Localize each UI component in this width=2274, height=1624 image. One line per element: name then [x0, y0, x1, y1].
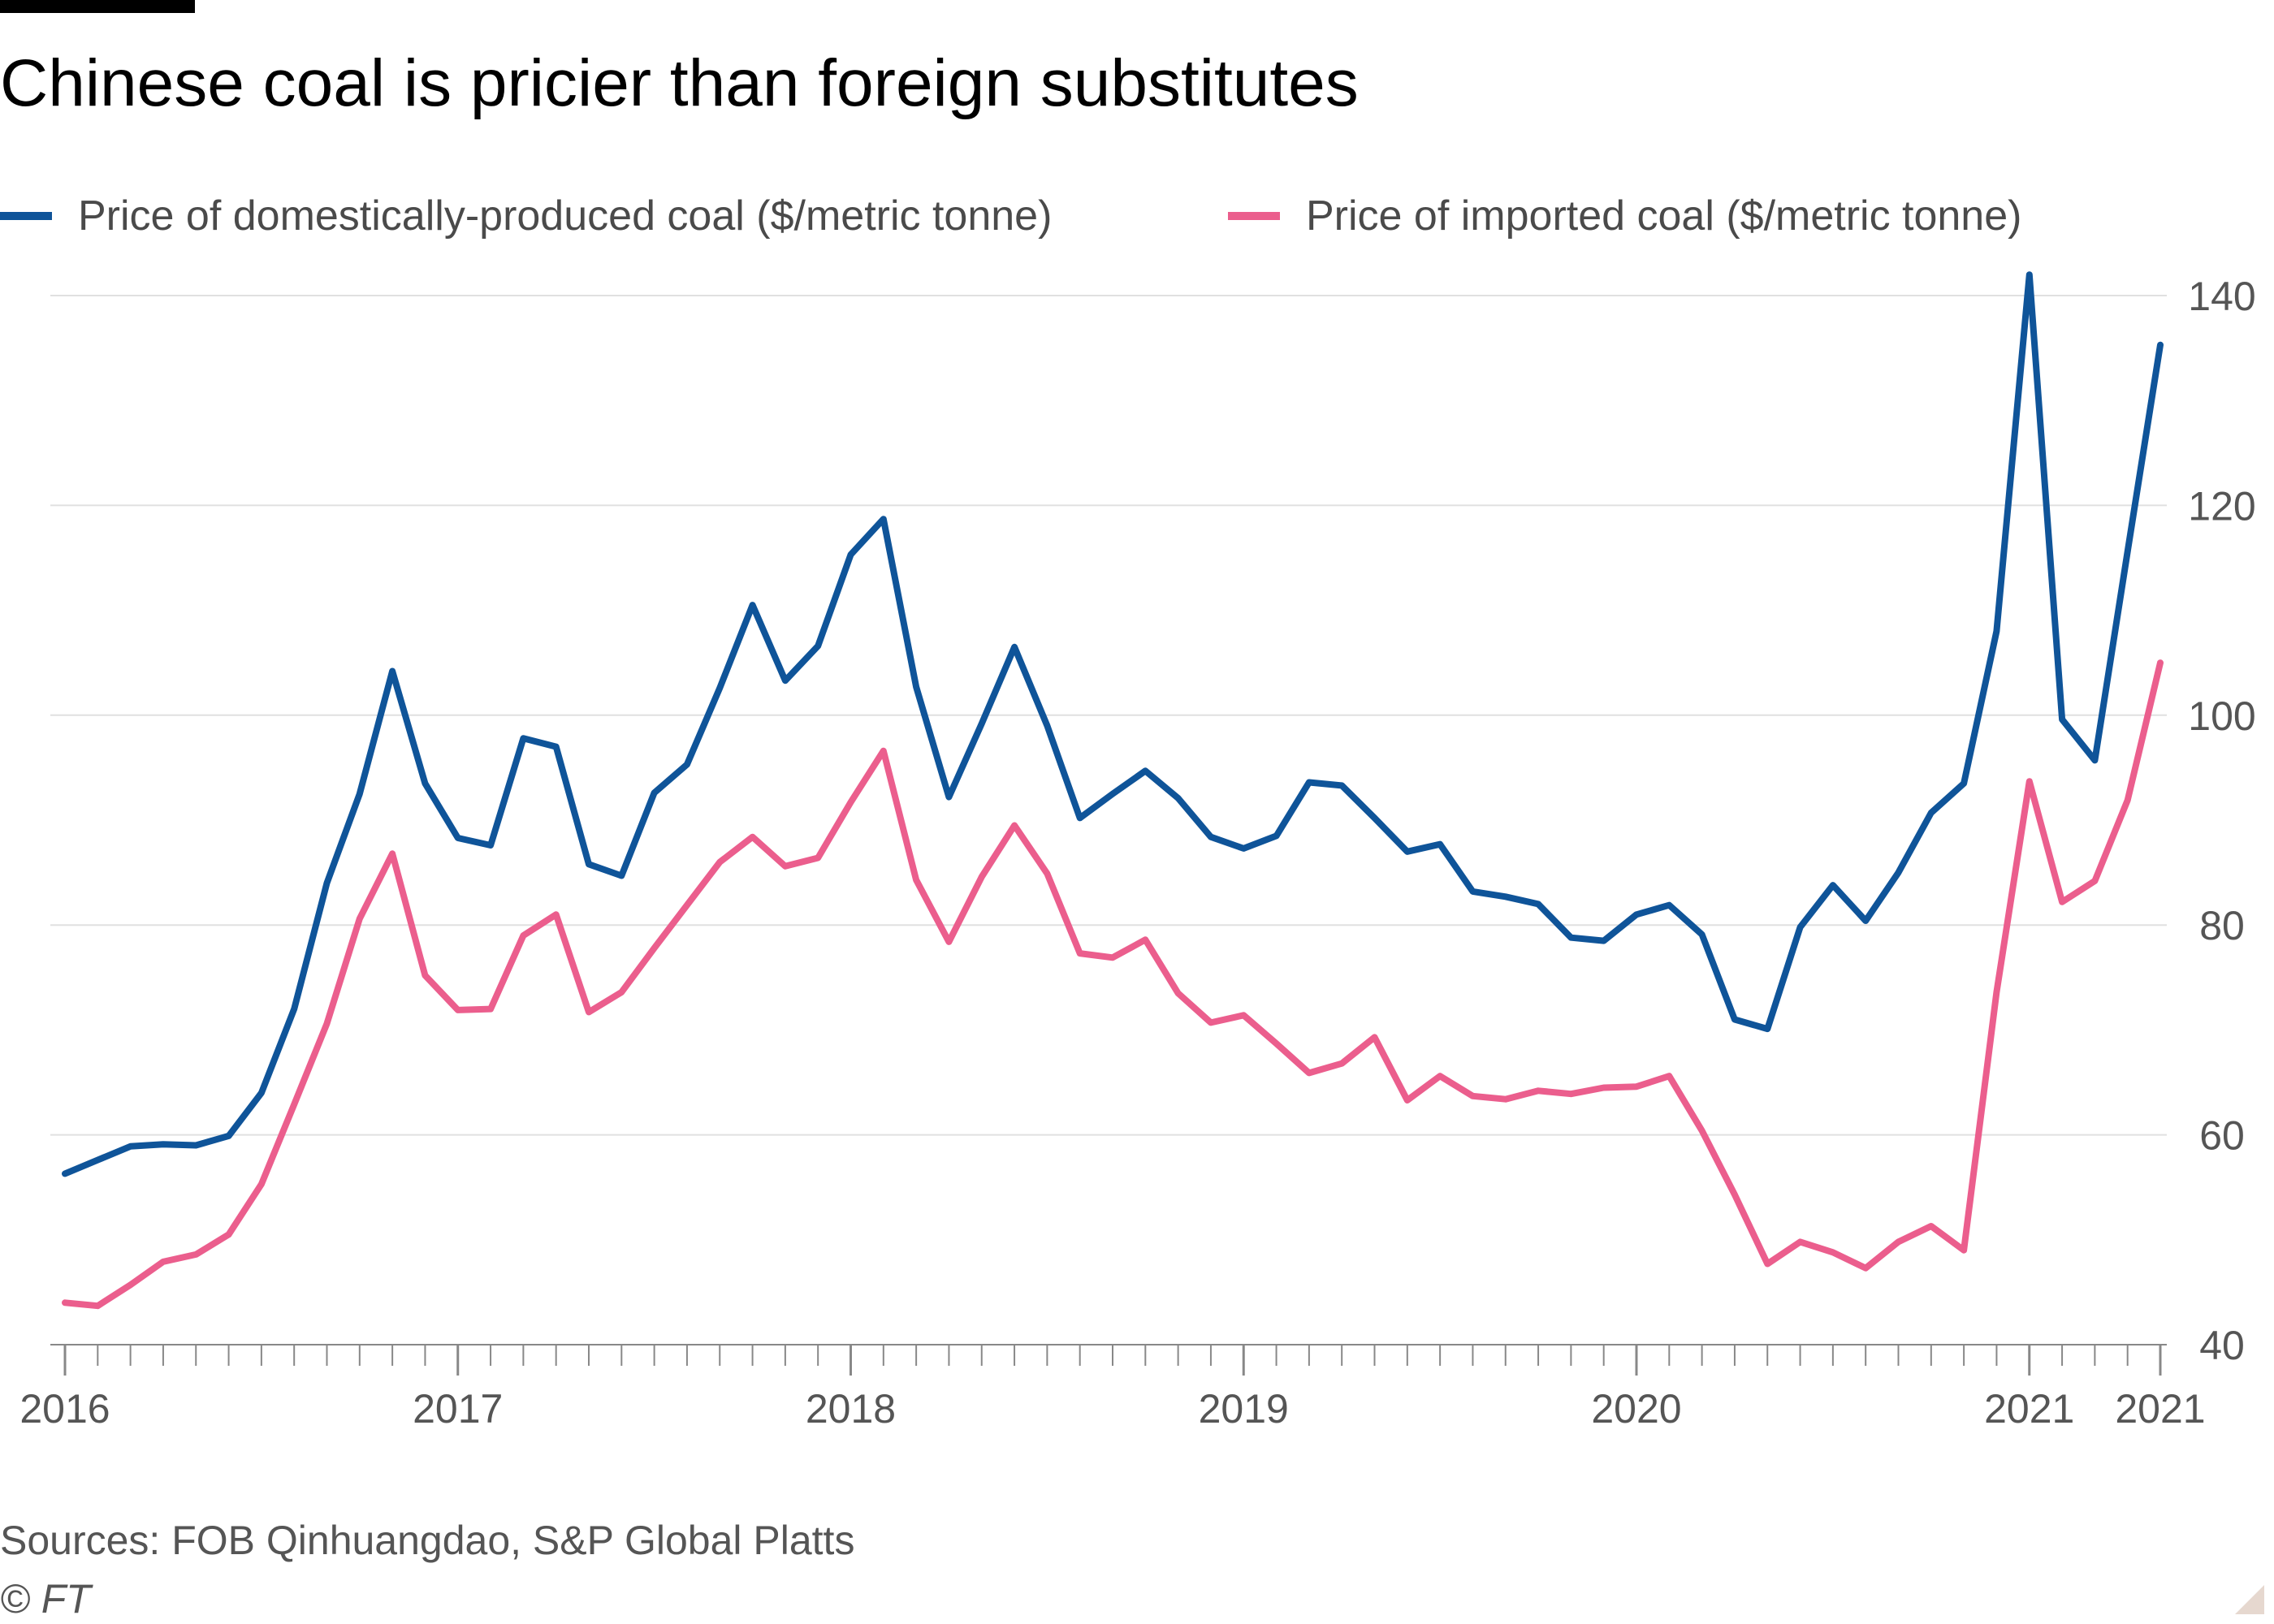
y-tick-label: 120 [2188, 483, 2255, 529]
legend-label-imported: Price of imported coal ($/metric tonne) [1306, 192, 2022, 240]
y-tick-label: 100 [2188, 693, 2255, 739]
y-tick-label: 80 [2199, 903, 2245, 948]
x-tick-label: 2019 [1199, 1386, 1289, 1432]
top-rule [0, 0, 195, 13]
series-line-0 [62, 271, 2164, 1177]
legend-item-imported: Price of imported coal ($/metric tonne) [1228, 192, 2021, 240]
x-tick-label: 2020 [1591, 1386, 1681, 1432]
x-tick-label: 2016 [19, 1386, 110, 1432]
x-tick-label: 2021 [1984, 1386, 2074, 1432]
x-tick-label: 2021 [2115, 1386, 2205, 1432]
legend-item-domestic: Price of domestically-produced coal ($/m… [0, 192, 1052, 240]
y-tick-label: 60 [2199, 1113, 2245, 1159]
y-tick-label: 140 [2188, 274, 2255, 319]
series-line-1 [62, 659, 2164, 1310]
corner-mark [2235, 1585, 2264, 1614]
legend-label-domestic: Price of domestically-produced coal ($/m… [78, 192, 1053, 240]
legend-swatch-imported [1228, 212, 1280, 220]
legend-swatch-domestic [0, 212, 52, 220]
x-tick-label: 2017 [413, 1386, 503, 1432]
y-tick-label: 40 [2199, 1323, 2245, 1368]
chart-title: Chinese coal is pricier than foreign sub… [0, 46, 1359, 120]
line-chart: 40 60 80 100 120 140 2016 2017 2018 2019 2020 2021 2… [19, 271, 2256, 1432]
chart-credit: © FT [0, 1576, 91, 1622]
x-tick-label: 2018 [806, 1386, 896, 1432]
chart-source: Sources: FOB Qinhuangdao, S&P Global Pla… [0, 1518, 855, 1563]
